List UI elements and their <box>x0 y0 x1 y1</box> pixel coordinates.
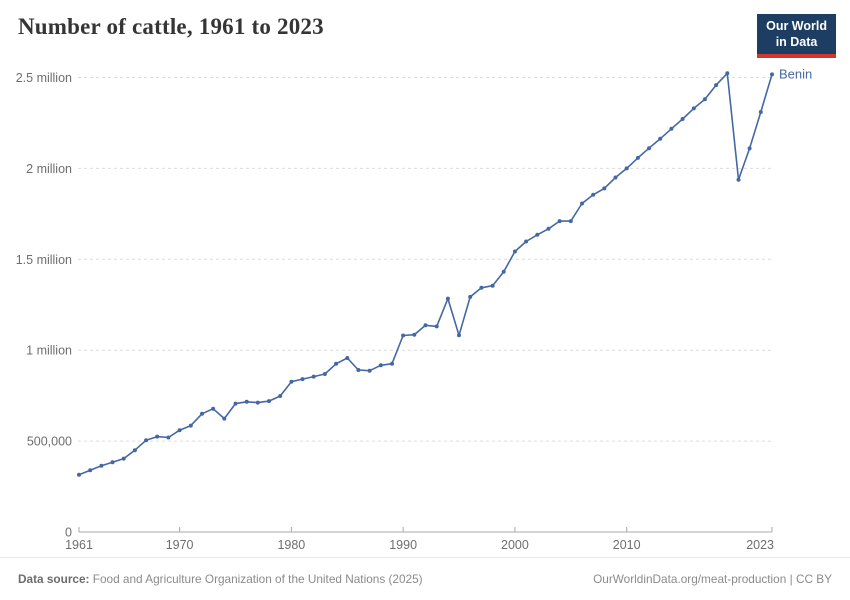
data-point <box>658 136 663 141</box>
data-point <box>423 323 428 328</box>
data-point <box>345 356 350 360</box>
data-point <box>714 83 719 88</box>
x-axis-tick-label: 2023 <box>746 538 774 552</box>
y-axis-tick-label: 2 million <box>26 162 72 176</box>
data-point <box>535 232 540 237</box>
owid-logo-line2: in Data <box>775 35 818 50</box>
data-point <box>200 411 204 416</box>
x-axis-tick-label: 1980 <box>277 538 305 552</box>
data-source-label: Data source: <box>18 572 90 586</box>
data-point <box>591 192 596 197</box>
data-point <box>725 71 730 76</box>
data-point <box>356 368 361 372</box>
license-badge: CC BY <box>795 572 832 586</box>
data-point <box>524 239 529 244</box>
data-source-value: Food and Agriculture Organization of the… <box>92 572 423 586</box>
data-point <box>99 463 104 468</box>
data-point <box>322 372 327 376</box>
series-end-label: Benin <box>779 66 812 81</box>
data-point <box>501 269 506 274</box>
data-point <box>233 401 238 406</box>
data-point <box>479 285 484 290</box>
x-axis-tick-label: 1970 <box>166 538 194 552</box>
x-axis-tick-label: 1961 <box>65 538 93 552</box>
data-point <box>580 201 584 206</box>
x-axis-tick-label: 2000 <box>501 538 529 552</box>
data-point <box>77 472 81 477</box>
data-point <box>512 249 517 254</box>
data-point <box>490 283 495 288</box>
data-point <box>110 460 115 465</box>
cattle-line-chart: 0 500,000 1 million 1.5 million 2 million 2.5… <box>16 66 813 552</box>
data-point <box>144 438 149 443</box>
owid-url-link[interactable]: OurWorldinData.org/meat-production <box>593 572 787 586</box>
data-point <box>244 399 249 404</box>
data-point <box>166 435 171 440</box>
data-point <box>267 399 271 404</box>
owid-logo-line1: Our World <box>766 19 827 33</box>
data-point <box>691 106 696 111</box>
data-point <box>401 333 406 338</box>
data-point <box>702 97 707 102</box>
data-point <box>647 146 651 151</box>
footer-right: OurWorldinData.org/meat-production | CC … <box>593 572 832 586</box>
data-point <box>255 400 260 405</box>
data-point <box>770 72 774 77</box>
data-point <box>602 186 607 191</box>
y-axis-tick-label: 0 <box>65 526 72 540</box>
data-point <box>278 394 283 398</box>
y-axis-tick-label: 1 million <box>26 344 72 358</box>
data-point <box>334 361 339 366</box>
data-point <box>289 379 294 384</box>
data-point <box>747 146 752 151</box>
data-point <box>557 219 562 224</box>
data-point <box>222 416 227 421</box>
data-point <box>736 177 741 182</box>
footer-separator: | <box>789 572 796 586</box>
data-point <box>311 374 316 379</box>
data-point <box>546 226 551 231</box>
data-point <box>434 324 439 329</box>
data-point <box>121 456 126 461</box>
y-axis-tick-label: 2.5 million <box>16 71 72 85</box>
owid-logo[interactable]: Our World in Data <box>757 14 836 58</box>
series-line-benin <box>78 72 773 476</box>
data-point <box>211 406 216 411</box>
data-point <box>613 175 618 180</box>
data-point <box>624 166 629 171</box>
data-point <box>300 377 305 382</box>
y-axis-tick-label: 500,000 <box>27 435 72 449</box>
chart-footer: Data source: Food and Agriculture Organi… <box>0 557 850 600</box>
y-axis-tick-label: 1.5 million <box>16 253 72 267</box>
data-point <box>680 117 685 121</box>
data-point <box>468 294 473 299</box>
data-point <box>155 434 160 439</box>
chart-title: Number of cattle, 1961 to 2023 <box>18 14 324 39</box>
data-point <box>188 423 193 428</box>
data-point <box>457 333 461 338</box>
x-axis-tick-label: 1990 <box>389 538 417 552</box>
x-axis-tick-label: 2010 <box>613 538 641 552</box>
data-point <box>390 361 394 366</box>
data-point <box>568 219 573 224</box>
data-point <box>367 368 372 373</box>
data-point <box>412 332 417 337</box>
data-point <box>445 296 450 301</box>
data-point <box>758 110 763 114</box>
data-point <box>88 468 93 473</box>
data-point <box>635 155 640 160</box>
data-point <box>132 448 137 453</box>
data-point <box>669 126 674 131</box>
data-point <box>177 428 182 433</box>
data-point <box>378 363 383 368</box>
data-source-text: Data source: Food and Agriculture Organi… <box>18 572 423 586</box>
